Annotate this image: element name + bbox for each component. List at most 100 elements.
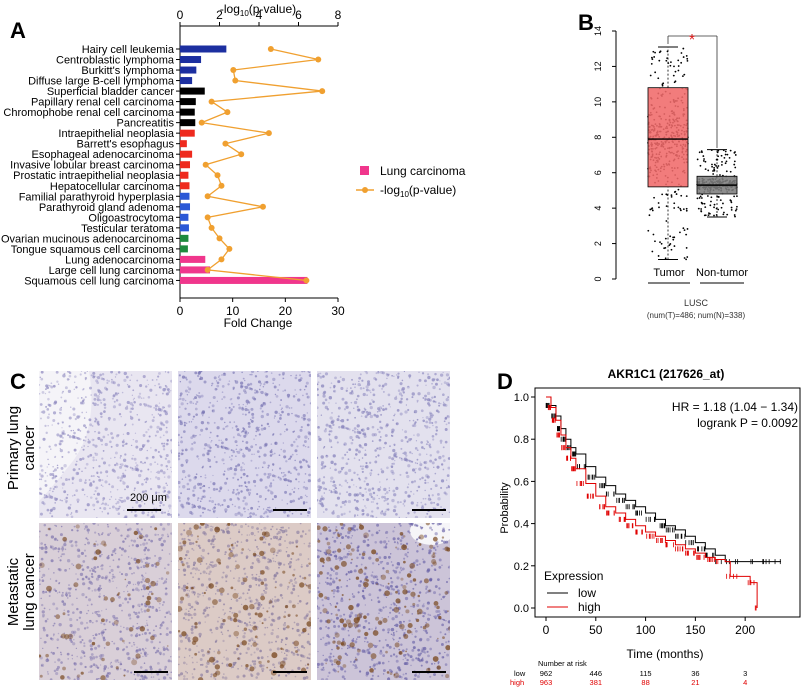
nucleus <box>45 450 48 453</box>
nucleus <box>119 465 123 469</box>
nucleus <box>259 478 263 482</box>
nucleus <box>404 430 408 434</box>
jitter-point <box>713 203 716 206</box>
nucleus <box>88 639 92 643</box>
nucleus <box>75 489 79 492</box>
nucleus <box>123 371 127 376</box>
nucleus <box>155 407 157 410</box>
nucleus <box>293 621 296 624</box>
nucleus <box>200 421 205 425</box>
nucleus <box>220 439 222 442</box>
nucleus <box>70 512 73 514</box>
nucleus <box>287 458 290 460</box>
nucleus <box>406 440 409 443</box>
nucleus <box>414 421 417 424</box>
nucleus <box>120 463 124 467</box>
nucleus <box>84 525 88 529</box>
nucleus <box>133 457 137 461</box>
nucleus <box>249 673 253 676</box>
nucleus <box>40 637 42 639</box>
nucleus <box>414 629 418 633</box>
nucleus <box>434 472 437 475</box>
nucleus <box>248 628 251 631</box>
nucleus <box>263 633 266 636</box>
nucleus <box>260 656 264 660</box>
nucleus <box>324 465 327 468</box>
bar-diffuse-large-b-cell-lymphoma <box>180 77 193 85</box>
nucleus <box>404 553 408 557</box>
nucleus <box>414 515 419 518</box>
nucleus <box>144 577 146 579</box>
nucleus <box>84 396 87 399</box>
nucleus <box>85 575 88 579</box>
nucleus <box>431 422 434 424</box>
nucleus <box>73 448 77 452</box>
category-label: Large cell lung carcinoma <box>49 265 175 277</box>
nucleus <box>135 583 137 585</box>
nucleus <box>237 463 241 467</box>
nucleus <box>101 457 104 460</box>
stain-spot <box>258 660 262 665</box>
nucleus <box>190 533 194 537</box>
stain-spot <box>242 577 248 583</box>
nucleus <box>242 413 244 415</box>
nucleus <box>185 634 189 637</box>
nucleus <box>271 469 274 471</box>
nucleus <box>143 479 146 481</box>
nucleus <box>390 464 394 468</box>
nucleus <box>358 492 362 495</box>
nucleus <box>93 566 97 570</box>
nucleus <box>66 378 70 381</box>
nucleus <box>442 468 445 471</box>
nucleus <box>166 484 168 486</box>
nucleus <box>118 546 122 549</box>
km-y-tick-label: 0.8 <box>514 434 529 446</box>
nucleus <box>109 507 111 510</box>
nucleus <box>107 533 110 537</box>
nucleus <box>85 462 89 466</box>
stain-spot <box>308 617 311 622</box>
jitter-point <box>686 57 689 60</box>
nucleus <box>178 480 181 485</box>
stain-spot <box>110 597 115 602</box>
nucleus <box>344 504 346 506</box>
nucleus <box>214 678 217 680</box>
jitter-point <box>685 233 688 236</box>
nucleus <box>226 544 231 548</box>
nucleus <box>395 513 398 516</box>
nucleus <box>266 413 270 416</box>
jitter-point <box>704 160 707 163</box>
nucleus <box>111 378 113 381</box>
nucleus <box>126 384 129 386</box>
pvalue-line-series <box>198 46 326 284</box>
nucleus <box>101 373 105 376</box>
jitter-point <box>683 229 686 232</box>
nucleus <box>132 606 134 609</box>
nucleus <box>443 401 445 403</box>
nucleus <box>128 545 131 547</box>
nucleus <box>377 487 381 492</box>
nucleus <box>226 505 230 509</box>
category-label: Prostatic intraepithelial neoplasia <box>13 170 175 182</box>
nucleus <box>136 537 139 539</box>
nucleus <box>344 500 347 502</box>
nucleus <box>348 485 351 489</box>
nucleus <box>285 534 288 536</box>
nucleus <box>167 659 171 663</box>
nucleus <box>39 512 43 516</box>
nucleus <box>99 656 103 660</box>
nucleus <box>188 421 191 423</box>
nucleus <box>254 391 257 394</box>
nucleus <box>157 413 160 415</box>
jitter-point <box>713 206 715 209</box>
nucleus <box>169 507 171 510</box>
nucleus <box>269 600 274 604</box>
nucleus <box>308 590 311 593</box>
nucleus <box>248 534 251 536</box>
nucleus <box>182 485 186 489</box>
nucleus <box>250 506 254 510</box>
nucleus <box>201 495 204 498</box>
jitter-point <box>700 197 703 199</box>
nucleus <box>207 508 210 511</box>
nucleus <box>346 491 348 494</box>
